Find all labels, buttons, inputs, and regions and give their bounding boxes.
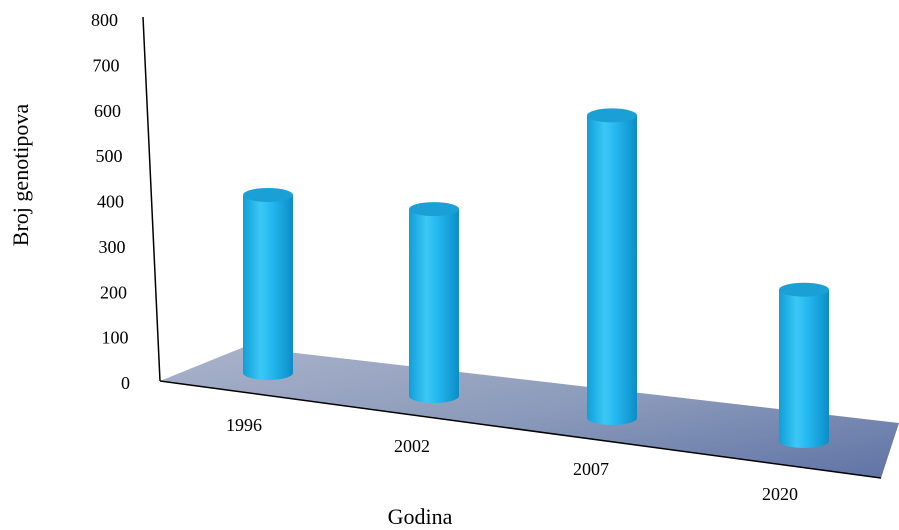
y-tick-label: 500 (96, 146, 123, 166)
category-label: 2007 (573, 459, 609, 479)
bar-top (587, 108, 637, 123)
category-label: 1996 (226, 415, 262, 435)
y-axis-line (142, 16, 161, 382)
y-axis-title: Broj genotipova (8, 104, 33, 247)
y-tick-label: 400 (97, 192, 124, 212)
category-label: 2020 (762, 484, 798, 504)
y-axis (142, 16, 161, 382)
y-tick-label: 200 (100, 282, 127, 302)
y-tick-label: 700 (93, 55, 120, 75)
category-label: 2002 (394, 436, 430, 456)
x-axis-title: Godina (388, 504, 453, 529)
bar-top (409, 202, 459, 217)
floor-edge (159, 380, 882, 479)
y-tick-label: 0 (121, 373, 130, 393)
bar-2007 (587, 108, 637, 426)
bar-body (587, 115, 637, 426)
bar-top (243, 188, 293, 202)
bar-2020 (779, 282, 829, 448)
category-labels: 1996 2002 2007 2020 (226, 415, 798, 504)
bar-body (243, 195, 293, 380)
y-tick-label: 600 (94, 101, 121, 121)
y-tick-label: 100 (102, 328, 129, 348)
bar-body (409, 209, 459, 403)
bars (243, 108, 829, 448)
chart-floor (160, 347, 899, 478)
y-tick-labels: 0 100 200 300 400 500 600 700 800 (91, 10, 130, 393)
y-tick-label: 300 (99, 237, 126, 257)
y-tick-label: 800 (91, 10, 118, 30)
floor-group (159, 347, 899, 479)
bar-top (779, 282, 829, 297)
bar-1996 (243, 188, 293, 380)
bar-body (779, 289, 829, 448)
bar-2002 (409, 202, 459, 403)
